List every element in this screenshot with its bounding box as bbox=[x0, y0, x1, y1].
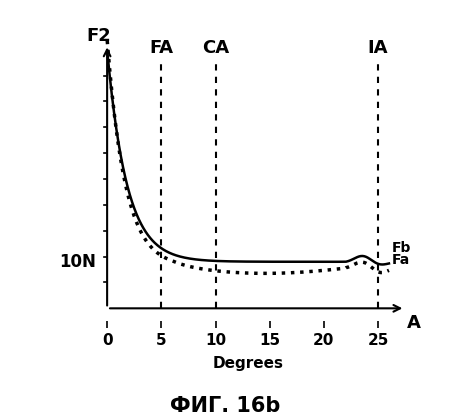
Text: ФИГ. 16b: ФИГ. 16b bbox=[170, 396, 280, 416]
Text: CA: CA bbox=[202, 39, 229, 58]
Text: A: A bbox=[407, 313, 421, 331]
Text: 10N: 10N bbox=[59, 253, 96, 271]
Text: Fa: Fa bbox=[392, 254, 410, 268]
Text: F2: F2 bbox=[86, 26, 111, 45]
Text: IA: IA bbox=[368, 39, 388, 58]
Text: Fb: Fb bbox=[392, 241, 412, 255]
Text: FA: FA bbox=[149, 39, 173, 58]
X-axis label: Degrees: Degrees bbox=[212, 357, 284, 371]
